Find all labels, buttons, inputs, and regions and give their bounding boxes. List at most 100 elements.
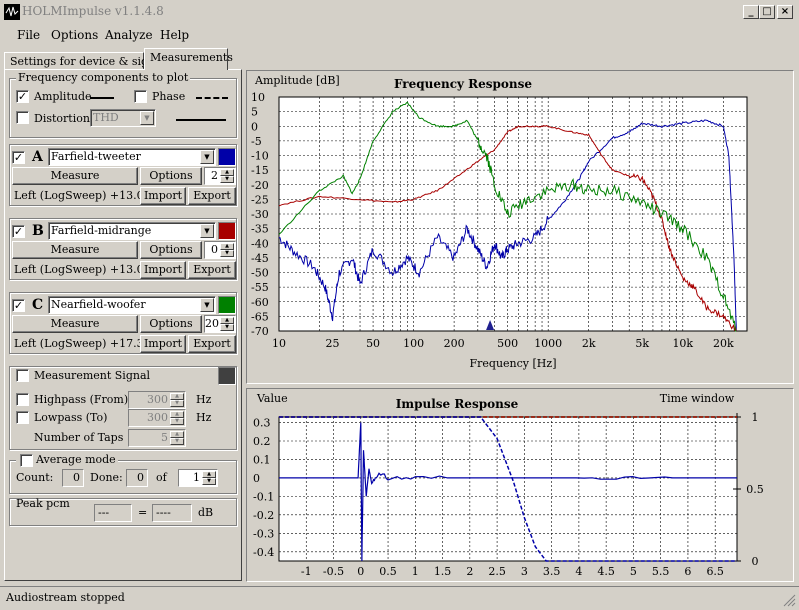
spin-down-icon[interactable]: ▼ (202, 478, 216, 485)
highpass-spin[interactable]: 300 ▲ ▼ (128, 391, 186, 409)
distortion-label: Distortion (34, 112, 90, 125)
measurement-a-checkbox[interactable]: ✓ (12, 151, 25, 164)
measurement-c-smoothing-value: 20 (205, 317, 219, 330)
close-button[interactable]: × (777, 5, 793, 19)
measurement-a-options-button[interactable]: Options (140, 167, 202, 185)
measurement-c-options-button[interactable]: Options (140, 315, 202, 333)
impulse-response-chart[interactable]: -1 -0.5 0 0.5 1 1.5 2 2.5 3 3.5 4 4.5 5 5.5 6 6.5 0.3 0.2… (247, 389, 793, 581)
y-tick-label: 10 (251, 91, 265, 104)
x-tick-label: 100 (403, 337, 424, 350)
taps-spin[interactable]: 5 ▲ ▼ (128, 429, 186, 447)
measurement-signal-checkbox[interactable] (16, 369, 29, 382)
lowpass-checkbox[interactable] (16, 411, 29, 424)
impulse-series-line (279, 422, 737, 562)
measurement-b-measure-button[interactable]: Measure (12, 241, 138, 259)
x-tick-label: 3.5 (543, 565, 561, 578)
x-tick-label: 5k (635, 337, 649, 350)
x-tick-label: 1 (412, 565, 419, 578)
chevron-down-icon: ▼ (200, 298, 214, 312)
phase-checkbox[interactable] (134, 90, 147, 103)
resize-grip-icon[interactable] (782, 593, 796, 607)
measurement-a-name: Farfield-tweeter (51, 150, 141, 163)
spin-down-icon[interactable]: ▼ (170, 438, 184, 445)
measurement-c-group: ✓ C Nearfield-woofer ▼ Measure Options 2… (9, 292, 237, 354)
measurement-b-checkbox[interactable]: ✓ (12, 225, 25, 238)
spin-down-icon[interactable]: ▼ (220, 250, 234, 257)
spin-up-icon[interactable]: ▲ (170, 393, 184, 400)
spin-up-icon[interactable]: ▲ (220, 317, 234, 324)
minimize-button[interactable]: _ (743, 5, 759, 19)
y-tick-label: -50 (251, 267, 269, 280)
lowpass-unit: Hz (196, 411, 212, 424)
measurement-a-import-button[interactable]: Import (140, 187, 186, 205)
measurement-a-color-swatch[interactable] (218, 148, 236, 166)
x-tick-label: 6.5 (706, 565, 724, 578)
average-mode-label: Average mode (16, 453, 118, 466)
spin-down-icon[interactable]: ▼ (220, 176, 234, 183)
measurement-b-name-select[interactable]: Farfield-midrange ▼ (48, 222, 216, 240)
spin-up-icon[interactable]: ▲ (220, 169, 234, 176)
phase-label: Phase (152, 90, 186, 103)
menu-help[interactable]: Help (160, 28, 190, 42)
average-mode-checkbox[interactable] (20, 454, 33, 467)
measurement-c-name-select[interactable]: Nearfield-woofer ▼ (48, 296, 216, 314)
spin-up-icon[interactable]: ▲ (220, 243, 234, 250)
measurement-b-smoothing-spin[interactable]: 0 ▲ ▼ (204, 241, 236, 259)
status-bar: Audiostream stopped (0, 586, 799, 608)
amplitude-checkbox[interactable]: ✓ (16, 90, 29, 103)
chart-title: Frequency Response (394, 77, 532, 91)
tab-measurements[interactable]: Measurements (144, 48, 233, 70)
y2-tick-label: 0.5 (746, 483, 764, 496)
measurement-b-import-button[interactable]: Import (140, 261, 186, 279)
y2-tick-label: 0 (752, 555, 759, 568)
y-tick-label: -0.3 (253, 527, 274, 540)
tab-settings[interactable]: Settings for device & signal (4, 52, 165, 70)
measurement-b-color-swatch[interactable] (218, 222, 236, 240)
menu-options[interactable]: Options (51, 28, 99, 42)
maximize-button[interactable]: □ (759, 5, 775, 19)
y-axis-label: Value (256, 392, 288, 405)
frequency-response-chart[interactable]: 1050-5-10-15-20-25-30-35-40-45-50-55-60-… (247, 71, 793, 383)
y-tick-label: 0 (253, 472, 260, 485)
measurement-a-info: Left (LogSweep) +13.0dB (14, 189, 159, 202)
measurement-c-checkbox[interactable]: ✓ (12, 299, 25, 312)
measurement-c-color-swatch[interactable] (218, 296, 236, 314)
spin-up-icon[interactable]: ▲ (170, 411, 184, 418)
spin-down-icon[interactable]: ▼ (170, 400, 184, 407)
y-tick-label: 0.2 (253, 435, 271, 448)
menu-analyze[interactable]: Analyze (105, 28, 153, 42)
lowpass-spin[interactable]: 300 ▲ ▼ (128, 409, 186, 427)
measurement-a-measure-button[interactable]: Measure (12, 167, 138, 185)
distortion-checkbox[interactable] (16, 111, 29, 124)
highpass-checkbox[interactable] (16, 393, 29, 406)
measurement-a-export-button[interactable]: Export (188, 187, 236, 205)
of-label: of (156, 471, 167, 484)
measurement-c-measure-button[interactable]: Measure (12, 315, 138, 333)
measurement-b-export-button[interactable]: Export (188, 261, 236, 279)
x-tick-label: 6 (684, 565, 691, 578)
distortion-select[interactable]: THD ▼ (90, 109, 156, 127)
spin-down-icon[interactable]: ▼ (220, 324, 234, 331)
spin-up-icon[interactable]: ▲ (202, 471, 216, 478)
y-tick-label: -70 (251, 325, 269, 338)
spin-up-icon[interactable]: ▲ (170, 431, 184, 438)
x-tick-label: 1000 (534, 337, 562, 350)
y-tick-label: -35 (251, 223, 269, 236)
spin-down-icon[interactable]: ▼ (170, 418, 184, 425)
measurement-c-export-button[interactable]: Export (188, 335, 236, 353)
measurement-c-smoothing-spin[interactable]: 20 ▲ ▼ (204, 315, 236, 333)
highpass-unit: Hz (196, 393, 212, 406)
menu-file[interactable]: File (17, 28, 41, 42)
measurement-a-name-select[interactable]: Farfield-tweeter ▼ (48, 148, 216, 166)
average-of-spin[interactable]: 1 ▲ ▼ (178, 469, 218, 487)
measurement-b-options-button[interactable]: Options (140, 241, 202, 259)
y-tick-label: -10 (251, 150, 269, 163)
x-tick-label: 2k (582, 337, 596, 350)
measurement-a-smoothing-spin[interactable]: 2 ▲ ▼ (204, 167, 236, 185)
fr-series-line-1 (278, 125, 737, 332)
measurement-c-info: Left (LogSweep) +17.3dB (14, 337, 159, 350)
measurement-signal-color-swatch[interactable] (218, 367, 236, 385)
measurement-c-import-button[interactable]: Import (140, 335, 186, 353)
distortion-select-value: THD (93, 111, 119, 124)
peak-equals: = (138, 506, 148, 519)
